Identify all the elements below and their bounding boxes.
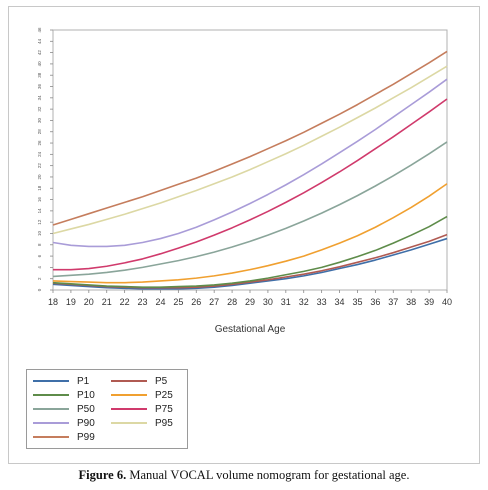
legend-swatch [111, 422, 147, 424]
legend-item-p5: P5 [111, 375, 167, 387]
y-tick-label: 14 [37, 208, 42, 214]
legend-item-p1: P1 [33, 375, 89, 387]
legend-label: P10 [77, 389, 95, 401]
x-tick-label: 27 [209, 297, 219, 307]
x-tick-label: 22 [120, 297, 130, 307]
legend-swatch [33, 380, 69, 382]
y-tick-label: 12 [37, 219, 42, 225]
x-tick-label: 39 [424, 297, 434, 307]
x-tick-label: 26 [191, 297, 201, 307]
y-tick-label: 20 [37, 174, 42, 180]
legend-label: P75 [155, 403, 173, 415]
line-chart: 0246810121416182022242628303234363840424… [37, 27, 452, 335]
legend-item-p90: P90 [33, 417, 95, 429]
series-line-p99 [52, 50, 448, 226]
legend-swatch [33, 422, 69, 424]
x-tick-label: 19 [66, 297, 76, 307]
x-tick-label: 40 [442, 297, 452, 307]
y-tick-label: 42 [37, 50, 42, 56]
y-tick-label: 36 [37, 84, 42, 90]
legend-label: P90 [77, 417, 95, 429]
legend-label: P5 [155, 375, 168, 387]
y-tick-label: 6 [37, 254, 42, 257]
x-tick-label: 33 [317, 297, 327, 307]
x-tick-label: 25 [173, 297, 183, 307]
x-tick-label: 21 [102, 297, 112, 307]
y-tick-label: 18 [37, 185, 42, 191]
legend-swatch [111, 380, 147, 382]
x-tick-label: 34 [335, 297, 345, 307]
legend-item-p10: P10 [33, 389, 95, 401]
y-tick-label: 24 [37, 151, 42, 157]
legend-label: P25 [155, 389, 173, 401]
series-line-p50 [52, 141, 448, 278]
x-tick-label: 23 [138, 297, 148, 307]
x-tick-label: 37 [388, 297, 398, 307]
y-tick-label: 28 [37, 129, 42, 135]
x-tick-label: 35 [352, 297, 362, 307]
y-tick-label: 30 [37, 117, 42, 123]
x-tick-label: 38 [406, 297, 416, 307]
y-tick-label: 34 [37, 95, 42, 101]
legend-item-p50: P50 [33, 403, 95, 415]
y-tick-label: 38 [37, 72, 42, 78]
y-tick-label: 10 [37, 230, 42, 236]
y-tick-label: 2 [37, 277, 42, 280]
y-tick-label: 46 [37, 27, 42, 33]
x-tick-label: 18 [48, 297, 58, 307]
y-tick-label: 44 [37, 38, 42, 44]
x-tick-label: 20 [84, 297, 94, 307]
legend-swatch [111, 408, 147, 410]
caption-label: Figure 6. [78, 468, 127, 482]
legend-item-p75: P75 [111, 403, 173, 415]
y-tick-label: 22 [37, 163, 42, 169]
x-tick-label: 28 [227, 297, 237, 307]
y-tick-label: 8 [37, 243, 42, 246]
y-tick-label: 16 [37, 197, 42, 203]
plot-area [52, 29, 448, 291]
series-line-p95 [52, 65, 448, 235]
x-tick-label: 30 [263, 297, 273, 307]
series-line-p90 [52, 78, 448, 248]
series-line-p1 [52, 237, 448, 290]
legend-swatch [33, 408, 69, 410]
y-tick-label: 40 [37, 61, 42, 67]
legend-item-p99: P99 [33, 431, 95, 443]
legend-label: P1 [77, 375, 90, 387]
series-line-p25 [52, 183, 448, 284]
legend-item-p95: P95 [111, 417, 173, 429]
legend-label: P99 [77, 431, 95, 443]
y-tick-label: 4 [37, 266, 42, 269]
chart-legend: P1 P5 P10 P25 P50 P75 P90 P95 P99 [26, 369, 188, 449]
x-tick-label: 36 [370, 297, 380, 307]
y-tick-label: 0 [37, 288, 42, 291]
legend-swatch [111, 394, 147, 396]
y-tick-label: 32 [37, 106, 42, 112]
series-line-p10 [52, 215, 448, 288]
x-tick-label: 31 [281, 297, 291, 307]
x-tick-label: 29 [245, 297, 255, 307]
x-tick-label: 32 [299, 297, 309, 307]
legend-item-p25: P25 [111, 389, 173, 401]
legend-swatch [33, 394, 69, 396]
y-tick-label: 26 [37, 140, 42, 146]
x-tick-label: 24 [155, 297, 165, 307]
legend-label: P50 [77, 403, 95, 415]
legend-label: P95 [155, 417, 173, 429]
figure-caption: Figure 6. Manual VOCAL volume nomogram f… [0, 468, 488, 483]
series-line-p75 [53, 98, 448, 271]
legend-swatch [33, 436, 69, 438]
x-axis-label: Gestational Age [215, 324, 286, 335]
caption-text: Manual VOCAL volume nomogram for gestati… [126, 468, 410, 482]
